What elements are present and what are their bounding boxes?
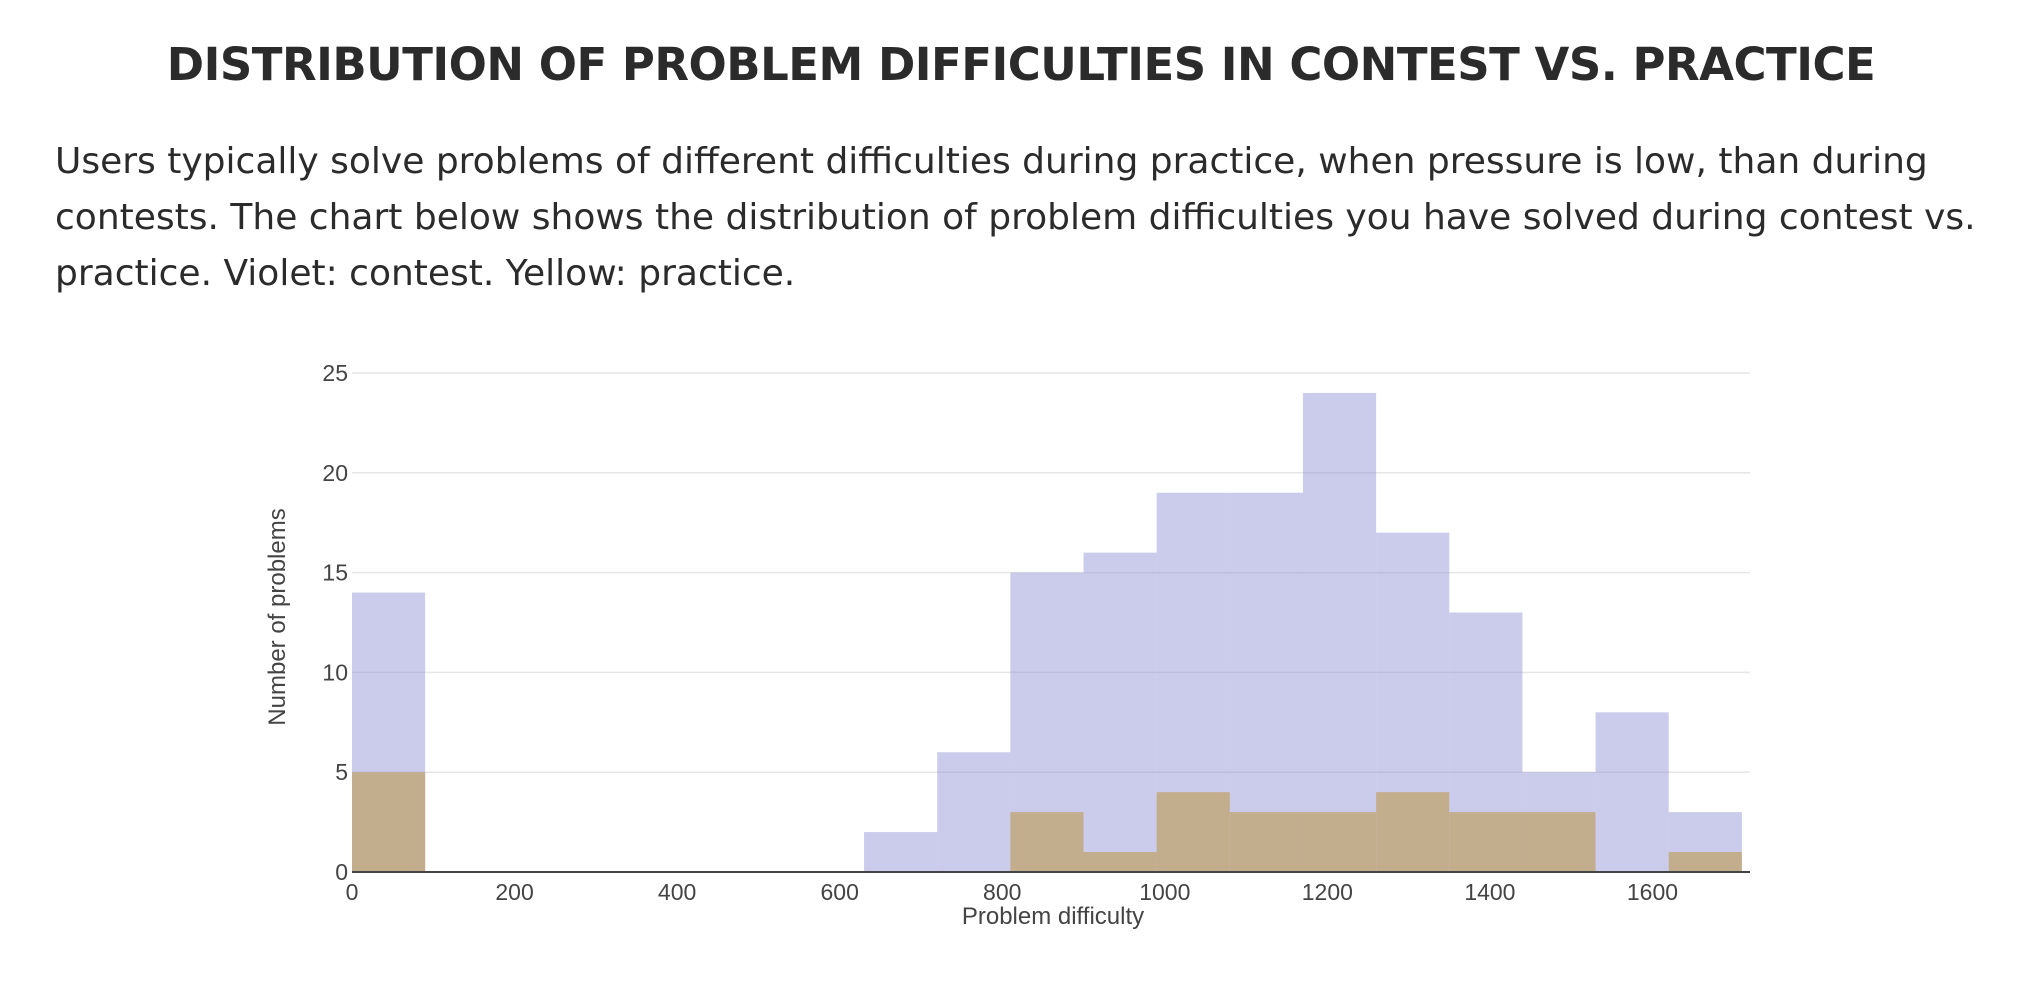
y-tick-label: 0 (335, 859, 348, 885)
x-tick-label: 200 (495, 879, 533, 905)
practice-bar (1449, 812, 1523, 872)
y-tick-label: 20 (322, 460, 348, 486)
y-tick-label: 5 (335, 759, 348, 785)
practice-bar (1156, 792, 1230, 872)
y-tick-label: 15 (322, 560, 348, 586)
x-tick-label: 0 (346, 879, 359, 905)
x-tick-label: 600 (820, 879, 858, 905)
x-tick-label: 1000 (1139, 879, 1190, 905)
x-tick-label: 400 (658, 879, 696, 905)
practice-bar (1229, 812, 1303, 872)
contest-bar (1302, 392, 1377, 872)
y-tick-labels: 0 5 10 15 20 25 (322, 360, 348, 885)
practice-bar (352, 772, 426, 872)
page-title: DISTRIBUTION OF PROBLEM DIFFICULTIES IN … (166, 38, 1876, 91)
gridlines (352, 372, 1750, 773)
practice-bar (1376, 792, 1450, 872)
contest-bar (864, 832, 938, 872)
x-tick-label: 1400 (1464, 879, 1515, 905)
practice-bar (1522, 812, 1596, 872)
chart-description: Users typically solve problems of differ… (55, 141, 1976, 294)
practice-bar (1010, 812, 1084, 872)
contest-bar (937, 752, 1011, 872)
practice-bar (1668, 852, 1742, 872)
contest-bar (1595, 712, 1669, 872)
x-tick-label: 800 (983, 879, 1021, 905)
practice-bar (1302, 812, 1377, 872)
practice-bar (1083, 852, 1157, 872)
x-tick-labels: 0 200 400 600 800 1000 1200 1400 1600 (346, 879, 1678, 905)
contest-bar (1083, 552, 1157, 872)
x-axis-label: Problem difficulty (962, 903, 1144, 930)
bars (352, 392, 1742, 872)
y-axis-label: Number of problems (264, 508, 291, 725)
x-tick-label: 1200 (1302, 879, 1353, 905)
y-tick-label: 25 (322, 360, 348, 386)
contest-bar (1229, 492, 1303, 872)
x-tick-label: 1600 (1627, 879, 1678, 905)
y-tick-label: 10 (322, 659, 348, 685)
